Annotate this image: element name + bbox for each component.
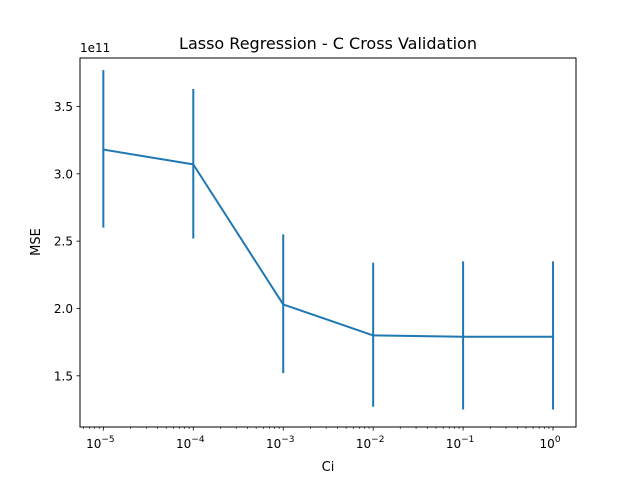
plot-area [102,70,555,410]
y-tick-label: 1.5 [54,369,73,383]
y-tick-label: 3.5 [54,100,73,114]
x-tick-label: 10−3 [266,435,295,451]
series-line [102,148,555,338]
x-tick-label: 10−4 [176,435,205,451]
y-tick-label: 3.0 [54,167,73,181]
chart-title: Lasso Regression - C Cross Validation [179,34,477,53]
x-tick-label: 10−5 [86,435,115,451]
y-tick-label: 2.0 [54,302,73,316]
y-offset-label: 1e11 [80,41,110,55]
x-axis-label: Ci [322,460,335,475]
y-axis-label: MSE [29,228,44,256]
x-tick-label: 100 [540,435,561,451]
x-tick-label: 10−1 [446,435,475,451]
axes-frame [79,57,577,428]
y-tick-label: 2.5 [54,235,73,249]
x-tick-label: 10−2 [356,435,385,451]
